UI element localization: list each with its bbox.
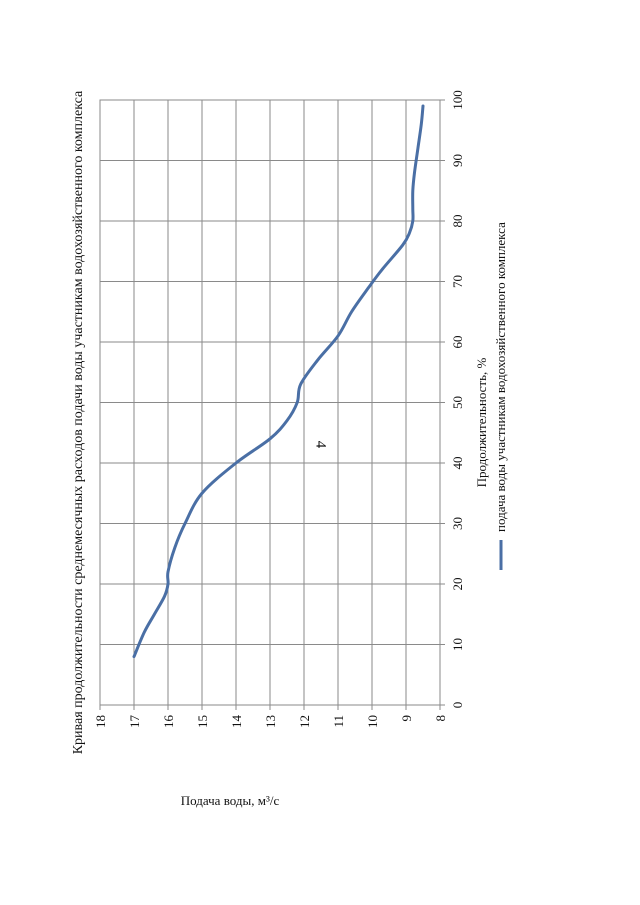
- x-tick-label: 40: [450, 457, 465, 470]
- x-tick-label: 60: [450, 336, 465, 349]
- y-tick-label: 17: [127, 715, 142, 729]
- x-tick-label: 100: [450, 90, 465, 110]
- legend-label: подача воды участникам водохозяйственног…: [493, 222, 508, 532]
- x-tick-label: 80: [450, 215, 465, 228]
- y-tick-label: 16: [161, 715, 176, 729]
- x-tick-label: 30: [450, 517, 465, 530]
- x-tick-label: 0: [450, 702, 465, 709]
- y-tick-label: 11: [331, 715, 346, 728]
- y-axis-label: Подача воды, м³/с: [181, 793, 280, 808]
- x-tick-label: 70: [450, 275, 465, 288]
- y-tick-label: 10: [365, 715, 380, 728]
- x-tick-label: 10: [450, 638, 465, 651]
- y-tick-label: 8: [433, 715, 448, 722]
- y-tick-label: 13: [263, 715, 278, 728]
- y-tick-label: 9: [399, 715, 414, 722]
- y-tick-label: 14: [229, 715, 244, 729]
- y-tick-label: 15: [195, 715, 210, 728]
- y-tick-label: 12: [297, 715, 312, 728]
- series-line: [132, 104, 425, 659]
- x-axis-label: Продолжительность, %: [474, 357, 489, 487]
- x-tick-label: 50: [450, 396, 465, 409]
- x-tick-label: 90: [450, 154, 465, 167]
- chart-title: Кривая продолжительности среднемесячных …: [71, 90, 86, 754]
- y-tick-label: 18: [93, 715, 108, 728]
- x-tick-label: 20: [450, 578, 465, 591]
